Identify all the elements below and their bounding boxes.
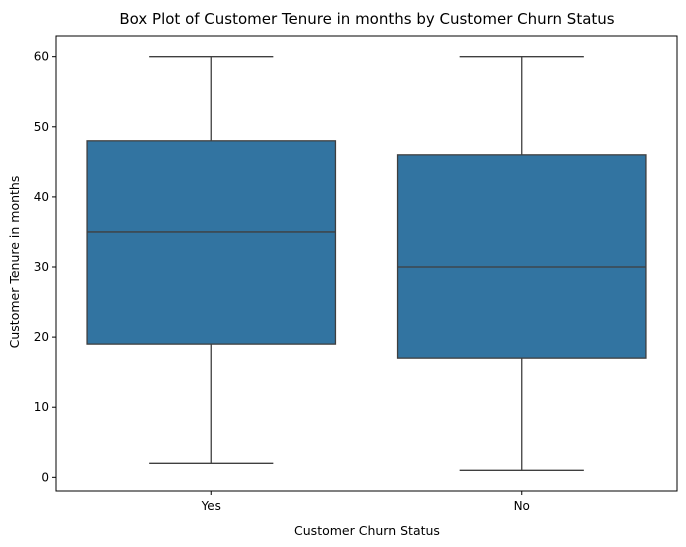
box-yes bbox=[86, 56, 337, 464]
y-tick-label-40: 40 bbox=[34, 190, 49, 204]
x-tick-label-no: No bbox=[514, 499, 530, 513]
y-axis-label: Customer Tenure in months bbox=[7, 176, 22, 349]
chart-title: Box Plot of Customer Tenure in months by… bbox=[119, 10, 614, 28]
y-tick-label-60: 60 bbox=[34, 50, 49, 64]
y-tick-label-0: 0 bbox=[41, 470, 49, 484]
y-tick-label-20: 20 bbox=[34, 330, 49, 344]
x-axis-label: Customer Churn Status bbox=[294, 523, 440, 538]
iqr-box bbox=[396, 154, 647, 359]
x-tick-label-yes: Yes bbox=[201, 499, 221, 513]
y-tick-label-50: 50 bbox=[34, 120, 49, 134]
plot-area: 0 10 20 30 40 50 60 Yes No bbox=[34, 35, 678, 513]
iqr-box bbox=[86, 140, 337, 345]
box-no bbox=[396, 56, 647, 471]
plot-frame bbox=[55, 35, 678, 492]
y-tick-label-30: 30 bbox=[34, 260, 49, 274]
y-tick-label-10: 10 bbox=[34, 400, 49, 414]
